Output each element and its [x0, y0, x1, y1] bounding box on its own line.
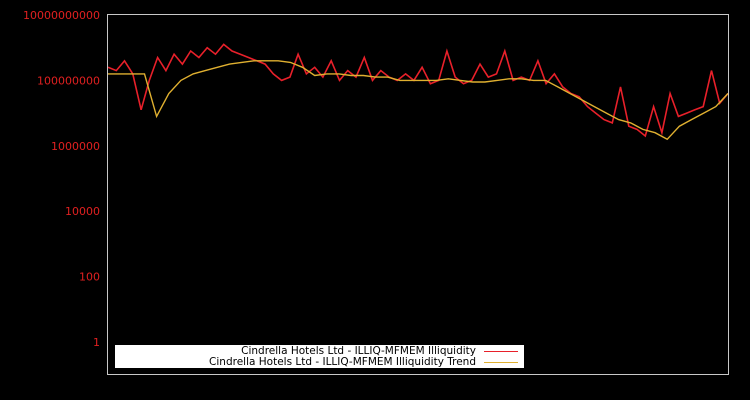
series-trend-line [108, 60, 729, 141]
y-tick-label: 100 [79, 271, 100, 284]
legend-swatch-trend [484, 362, 518, 363]
legend: Cindrella Hotels Ltd - ILLIQ-MFMEM Illiq… [115, 345, 524, 368]
y-tick-label: 1000000 [51, 140, 100, 153]
y-tick-label: 100000000 [37, 74, 100, 87]
plot-frame [107, 14, 729, 375]
y-axis-ticks: 10000000000 100000000 1000000 10000 100 1 [23, 9, 100, 349]
y-tick-label: 10000000000 [23, 9, 100, 22]
plot-area [107, 43, 729, 141]
y-tick-label: 10000 [65, 205, 100, 218]
legend-swatch-illiquidity [484, 351, 518, 352]
legend-label-illiquidity: Cindrella Hotels Ltd - ILLIQ-MFMEM Illiq… [241, 345, 476, 357]
y-tick-label: 1 [93, 336, 100, 349]
legend-label-trend: Cindrella Hotels Ltd - ILLIQ-MFMEM Illiq… [209, 356, 476, 368]
series-illiquidity-line [107, 43, 729, 138]
